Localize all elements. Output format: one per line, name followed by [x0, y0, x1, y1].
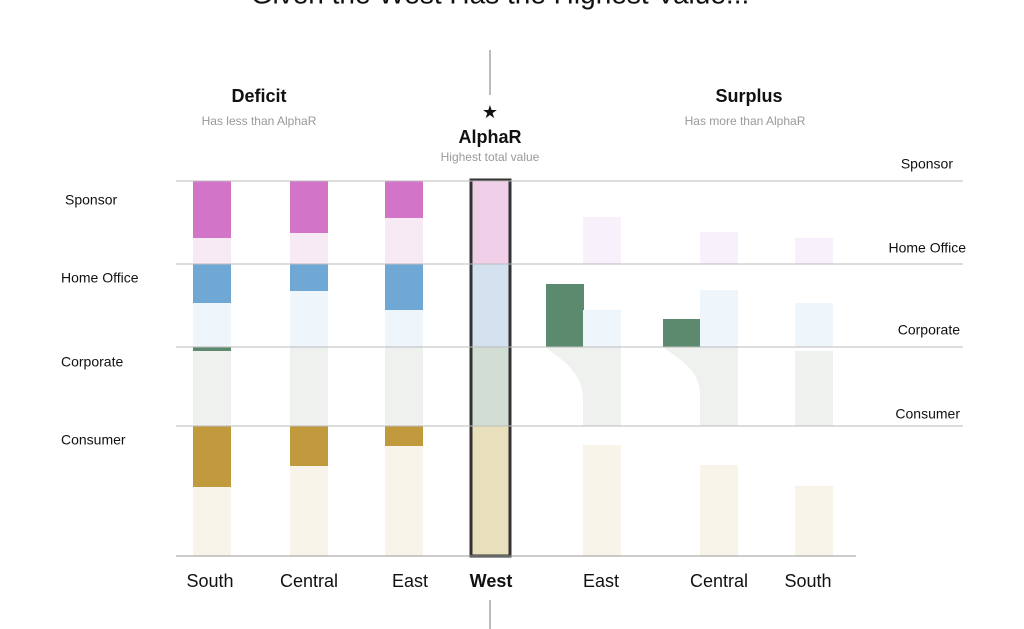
shape [795, 351, 833, 426]
shape [193, 264, 231, 303]
shape [546, 284, 584, 347]
shape [471, 347, 510, 426]
shape [471, 426, 510, 556]
star: ★ [482, 102, 498, 122]
shape [583, 310, 621, 347]
group-subtitle: Highest total value [441, 150, 540, 164]
shape [385, 181, 423, 218]
shape [385, 264, 423, 310]
shape [583, 217, 621, 264]
shape [795, 303, 833, 347]
group-subtitle: Has more than AlphaR [685, 114, 806, 128]
shape [193, 347, 231, 351]
shape [663, 319, 700, 347]
shape [290, 264, 328, 291]
bars [193, 178, 833, 558]
row-label: Home Office [61, 270, 139, 286]
column-label: East [392, 571, 428, 591]
row-label: Corporate [898, 322, 960, 338]
shape [471, 264, 510, 347]
shape [385, 426, 423, 446]
row-label: Sponsor [65, 192, 117, 208]
shape [193, 426, 231, 487]
column-label: Central [280, 571, 338, 591]
shape [193, 487, 231, 556]
grid [176, 180, 963, 557]
shape [290, 426, 328, 466]
shape [663, 347, 738, 426]
shape [385, 446, 423, 556]
shape [290, 181, 328, 233]
shape [193, 351, 231, 426]
column-label: Central [690, 571, 748, 591]
shape [795, 486, 833, 556]
row-label: Consumer [61, 432, 126, 448]
row-label: Corporate [61, 354, 123, 370]
shape [385, 218, 423, 264]
shape [700, 290, 738, 347]
shape [583, 445, 621, 556]
group-title: Surplus [715, 86, 782, 106]
shape [193, 303, 231, 347]
shape [546, 347, 621, 426]
group-title: Deficit [231, 86, 286, 106]
shape [471, 181, 510, 264]
shape [290, 291, 328, 347]
row-label: Sponsor [901, 156, 953, 172]
title: Given the West Has the Highest Value... [251, 0, 750, 9]
column-label: East [583, 571, 619, 591]
shape [700, 232, 738, 264]
shape [385, 310, 423, 347]
group-title: AlphaR [459, 127, 522, 147]
group-subtitle: Has less than AlphaR [202, 114, 317, 128]
shape [193, 181, 231, 238]
column-label: South [784, 571, 831, 591]
shape [193, 238, 231, 264]
column-label: West [470, 571, 513, 591]
shape [700, 465, 738, 556]
row-label: Home Office [888, 240, 966, 256]
column-label: South [186, 571, 233, 591]
shape [795, 238, 833, 264]
shape [290, 233, 328, 264]
shape [290, 466, 328, 556]
shape [290, 347, 328, 426]
row-label: Consumer [895, 406, 960, 422]
shape [385, 347, 423, 426]
